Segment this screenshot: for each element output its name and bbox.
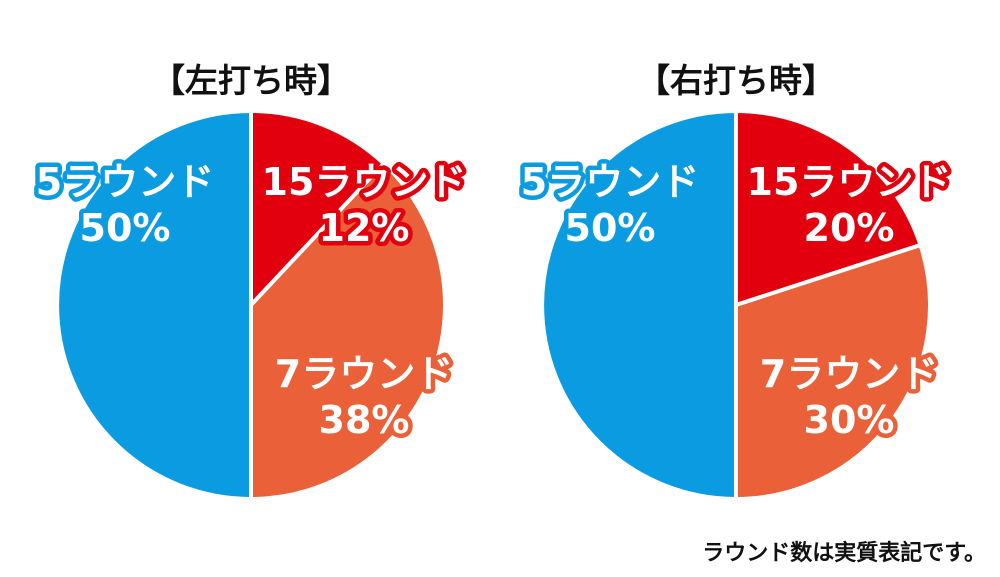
footnote: ラウンド数は実質表記です。 <box>702 541 986 566</box>
pie-slice-right-1 <box>734 109 923 307</box>
slice-percent-label-left-2: 38% <box>319 398 410 442</box>
pie-slice-left-2 <box>249 161 447 501</box>
pie-slice-left-0 <box>55 109 253 501</box>
chart-title-left: 【左打ち時】 <box>152 61 350 100</box>
slice-name-label-right-1: 15ラウンド <box>747 160 952 204</box>
pie-slice-right-0 <box>540 109 738 501</box>
slice-name-label-right-0: 5ラウンド <box>521 160 699 204</box>
slice-percent-label-left-0: 50% <box>80 206 171 250</box>
slice-name-label-right-2: 7ラウンド <box>760 352 938 396</box>
slice-percent-label-right-0: 50% <box>565 206 656 250</box>
slice-name-label-left-0: 5ラウンド <box>36 160 214 204</box>
slice-name-label-left-2: 7ラウンド <box>275 352 453 396</box>
pie-slice-left-1 <box>249 109 386 307</box>
slice-percent-label-right-1: 20% <box>804 206 895 250</box>
slice-percent-label-left-1: 12% <box>319 206 410 250</box>
pie-slice-right-2 <box>734 243 932 501</box>
slice-name-label-left-1: 15ラウンド <box>262 160 467 204</box>
chart-title-right: 【右打ち時】 <box>637 61 835 100</box>
slice-percent-label-right-2: 30% <box>804 398 895 442</box>
